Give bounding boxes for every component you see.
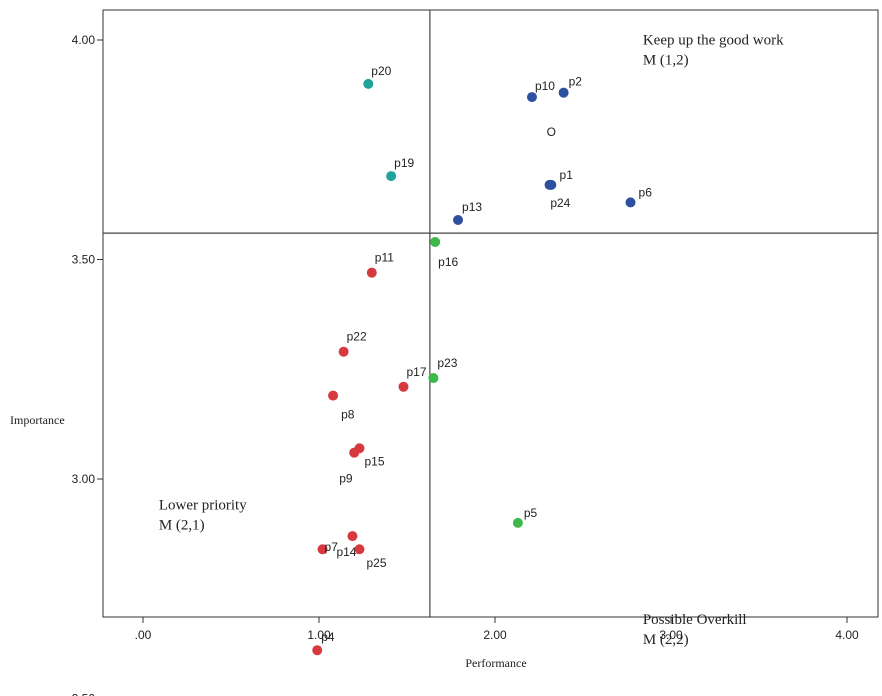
point-p11: [366, 267, 377, 278]
point-label-p11: p11: [375, 251, 394, 265]
point-p23: [428, 373, 439, 384]
point-p24: [546, 179, 557, 190]
point-p10: [526, 92, 537, 103]
point-p22: [338, 346, 349, 357]
point-p25: [354, 544, 365, 555]
x-tick-label: 2.00: [483, 628, 507, 642]
y-axis-title: Importance: [10, 413, 65, 427]
y-tick-label: 4.00: [72, 33, 96, 47]
point-label-p19: p19: [394, 156, 414, 170]
plot-border: [102, 9, 879, 618]
outlier-marker: O: [547, 125, 556, 139]
point-label-p23: p23: [437, 356, 457, 370]
point-p5: [512, 517, 523, 528]
point-label-p15: p15: [364, 454, 384, 468]
point-p15: [354, 443, 365, 454]
y-tick-label: 2.50: [72, 692, 96, 696]
y-tick-label: 3.50: [72, 253, 96, 267]
point-p6: [625, 197, 636, 208]
x-tick-label: 3.00: [659, 628, 683, 642]
point-label-p13: p13: [462, 200, 482, 214]
quadrant-labels: Concentrate hereM (1,1)Keep up the good …: [159, 32, 784, 648]
x-tick-label: 1.00: [307, 628, 331, 642]
point-label-p6: p6: [639, 185, 653, 199]
point-p4: [312, 645, 323, 656]
point-label-p20: p20: [371, 64, 391, 78]
point-label-p22: p22: [347, 330, 367, 344]
point-label-p10: p10: [535, 79, 555, 93]
x-tick-label: 4.00: [835, 628, 859, 642]
point-label-p1: p1: [560, 168, 574, 182]
point-label-p5: p5: [524, 506, 538, 520]
point-label-p2: p2: [569, 75, 583, 89]
point-p8: [328, 390, 339, 401]
point-label-p14: p14: [336, 545, 356, 559]
point-label-p4: p4: [321, 630, 335, 644]
quadrant-label-overkill: Possible Overkill M (2,2): [643, 612, 747, 648]
y-tick-label: 3.00: [72, 472, 96, 486]
point-p17: [398, 381, 409, 392]
quadrant-label-lower: Lower priority M (2,1): [159, 498, 247, 534]
y-axis: 2.503.003.504.004.505.00: [72, 33, 103, 696]
x-axis-title: Performance: [465, 656, 526, 670]
point-label-p25: p25: [366, 556, 386, 570]
point-p2: [558, 87, 569, 98]
point-label-p8: p8: [341, 408, 355, 422]
point-label-p9: p9: [339, 472, 353, 486]
point-p7: [317, 544, 328, 555]
point-p13: [453, 214, 464, 225]
x-tick-label: .00: [135, 628, 152, 642]
x-axis: .00 1.00 2.00 3.00 4.00: [135, 617, 859, 642]
reference-lines: [103, 10, 878, 617]
point-p19: [386, 171, 397, 182]
data-points: p1p2p3p5p6p10p12p13p16p17p18p19p20p21p23…: [312, 64, 653, 656]
point-p20: [363, 78, 374, 89]
point-label-p7: p7: [325, 540, 339, 554]
point-label-p17: p17: [406, 365, 426, 379]
point-p16: [430, 236, 441, 247]
point-p14: [347, 531, 358, 542]
plot-frame: [102, 9, 879, 618]
point-label-p16: p16: [438, 255, 458, 269]
quadrant-label-keep: Keep up the good work M (1,2): [643, 32, 784, 68]
point-label-p24: p24: [550, 196, 570, 210]
